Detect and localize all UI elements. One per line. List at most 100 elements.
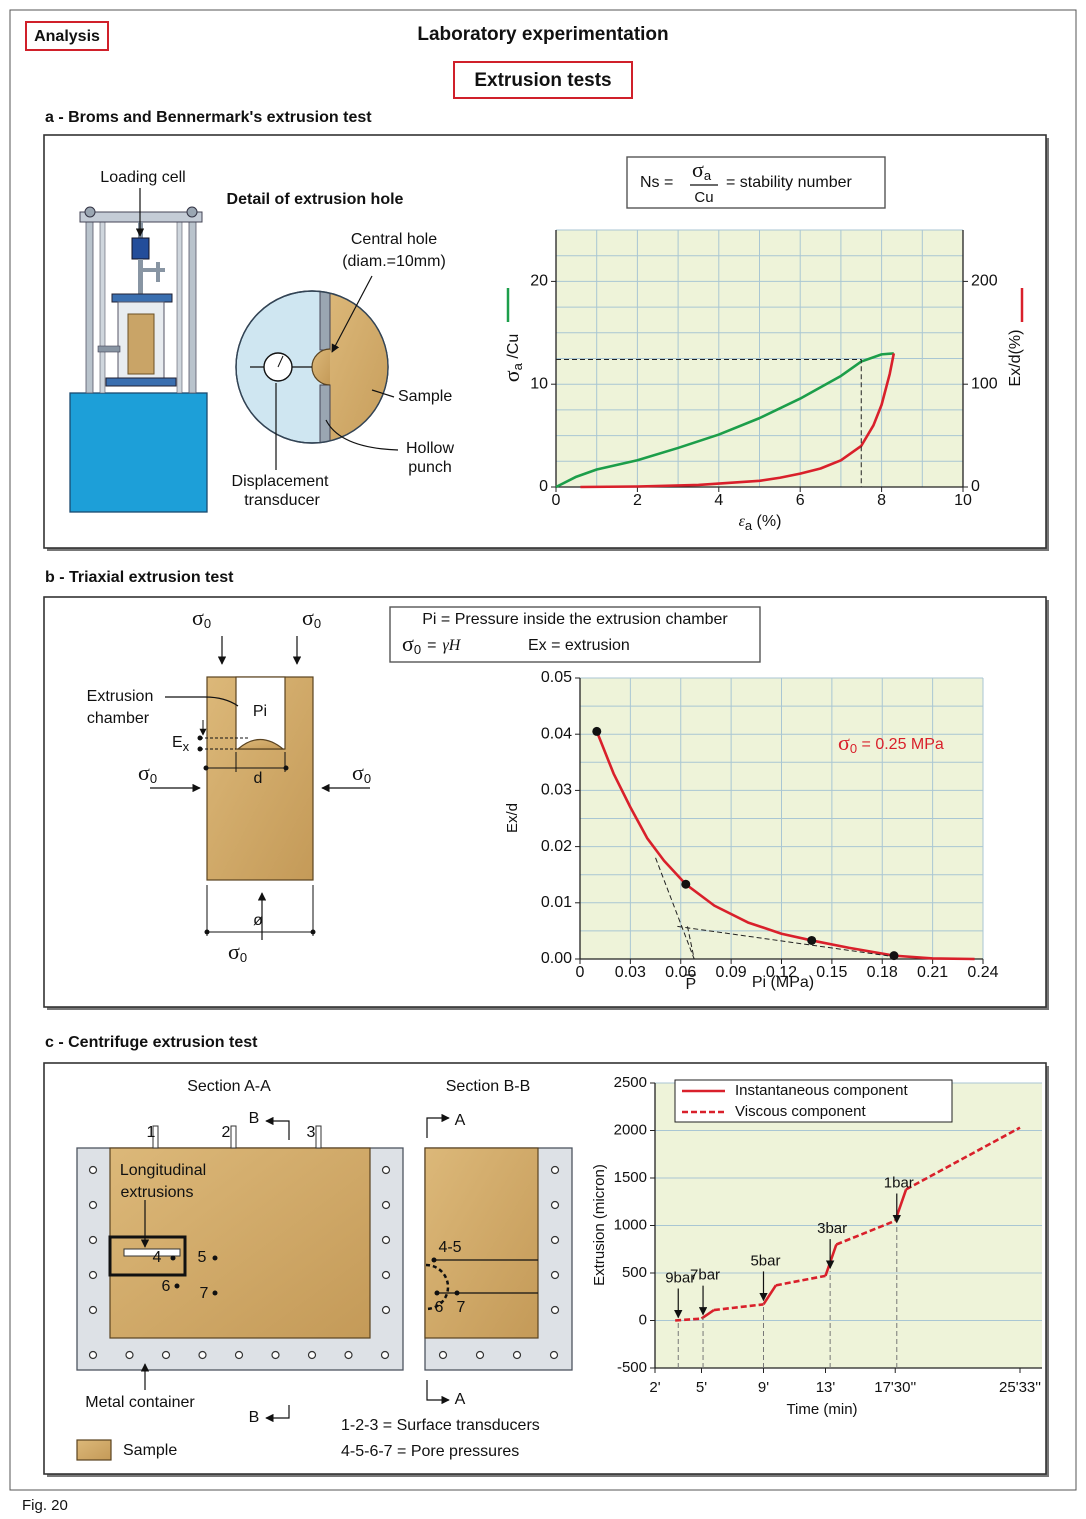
y-axis-label: σa /Cu (499, 334, 525, 382)
y-tick-label: 2500 (614, 1074, 647, 1091)
legend-label: Viscous component (735, 1103, 866, 1120)
loading-frame-part (85, 219, 94, 394)
label: Ex (172, 734, 190, 754)
figure-number: Fig. 20 (22, 1497, 68, 1514)
subscript: a (704, 168, 712, 183)
label: chamber (87, 710, 150, 727)
label: Detail of extrusion hole (227, 191, 404, 208)
legend-box (674, 1079, 953, 1123)
hole (381, 1270, 391, 1280)
loading-frame-part (105, 377, 177, 387)
sigma: σ (838, 730, 850, 755)
hole (550, 1235, 560, 1245)
hole (88, 1350, 98, 1360)
loading-frame-part (143, 268, 165, 272)
label: punch (408, 459, 452, 476)
x-tick-label: 0.15 (816, 964, 847, 981)
x-tick-label: 25'33'' (999, 1379, 1041, 1396)
label: Loading cell (100, 169, 185, 186)
formula: Ns = (640, 174, 673, 191)
y2-tick-label: 0 (971, 478, 980, 495)
x-tick-label: 8 (877, 492, 886, 509)
subscript: 0 (314, 616, 321, 631)
x-tick-label: 0.18 (867, 964, 898, 981)
label: 6 (435, 1299, 444, 1316)
label: 2 (222, 1124, 231, 1141)
triaxial-sample-part (197, 735, 203, 741)
section-b-b-part (426, 1113, 450, 1138)
y2-tick-label: 200 (971, 273, 998, 290)
x-axis-label: Time (min) (786, 1401, 857, 1418)
sigma-label: σ0 (352, 760, 371, 786)
subscript: a (510, 362, 525, 370)
container-holes (438, 1165, 560, 1360)
hole (88, 1165, 98, 1175)
y-tick-label: 10 (530, 375, 548, 392)
x-tick-label: 0.24 (967, 964, 998, 981)
label: Sample (398, 388, 452, 405)
hole (475, 1350, 485, 1360)
section-a-a-part (152, 1125, 159, 1149)
subscript: 0 (850, 741, 857, 756)
hole (344, 1350, 353, 1360)
section-heading: a - Broms and Bennermark's extrusion tes… (45, 109, 372, 126)
section-a-a-part (315, 1125, 322, 1149)
hole (381, 1235, 391, 1245)
guide-line (686, 926, 695, 960)
y2-tick-label: 100 (971, 375, 998, 392)
sigma: σ (228, 939, 240, 964)
section-a-a-part (123, 1248, 181, 1257)
label: Longitudinal (120, 1162, 206, 1179)
sigma: σ (138, 760, 150, 785)
formula-numerator: σa (692, 157, 712, 183)
section-a-a-part (230, 1125, 237, 1149)
sigma-label: σ0 (192, 605, 211, 631)
hole (88, 1305, 98, 1315)
y-tick-label: 1000 (614, 1216, 647, 1233)
section-b-b-part (425, 1263, 450, 1311)
sigma: σ (499, 370, 524, 382)
y-axis-label: Extrusion (micron) (591, 1164, 608, 1286)
chart: 2' 5' 9' 13' 17'30'' 25'33'' -500 0 500 1000 1500 2… (614, 1074, 1042, 1396)
series-line (700, 1188, 908, 1320)
loading-frame-part (99, 221, 106, 394)
loading-frame-part (176, 221, 183, 394)
sigma: σ (402, 631, 414, 656)
subtitle-box (453, 61, 633, 99)
subscript: 0 (364, 771, 371, 786)
hole (549, 1350, 559, 1360)
x-tick-label: 0 (576, 964, 585, 981)
hole (438, 1350, 448, 1360)
label: B (249, 1409, 260, 1426)
formula-denominator: Cu (694, 189, 713, 206)
x-tick-label: 13' (816, 1379, 836, 1396)
section-b-b-part (434, 1290, 440, 1296)
label: Displacement (232, 473, 329, 490)
label: 3 (307, 1124, 316, 1141)
section-b-b-part (454, 1290, 460, 1296)
hole (198, 1350, 207, 1360)
data-point (807, 935, 817, 945)
hole (512, 1350, 522, 1360)
loading-frame-part (156, 262, 160, 282)
y-tick-label: 2000 (614, 1121, 647, 1138)
label: 7 (200, 1285, 209, 1302)
label: 6 (162, 1278, 171, 1295)
triaxial-sample-part (203, 765, 209, 771)
series-line (580, 353, 896, 489)
triaxial-sample-part (283, 765, 289, 771)
label: 4-5 (438, 1239, 461, 1256)
guide-line (655, 857, 695, 960)
triaxial-sample (197, 676, 316, 936)
label: Hollow (406, 440, 454, 457)
loading-frame-part (138, 259, 143, 296)
label: ø (253, 912, 263, 929)
label: (diam.=10mm) (342, 253, 446, 270)
load-label: 9bar (665, 1269, 695, 1286)
hole (307, 1350, 317, 1360)
hole (381, 1165, 391, 1175)
x-tick-label: 2 (633, 492, 642, 509)
loading-frame-part (79, 211, 203, 223)
y-tick-label: -500 (617, 1359, 647, 1376)
